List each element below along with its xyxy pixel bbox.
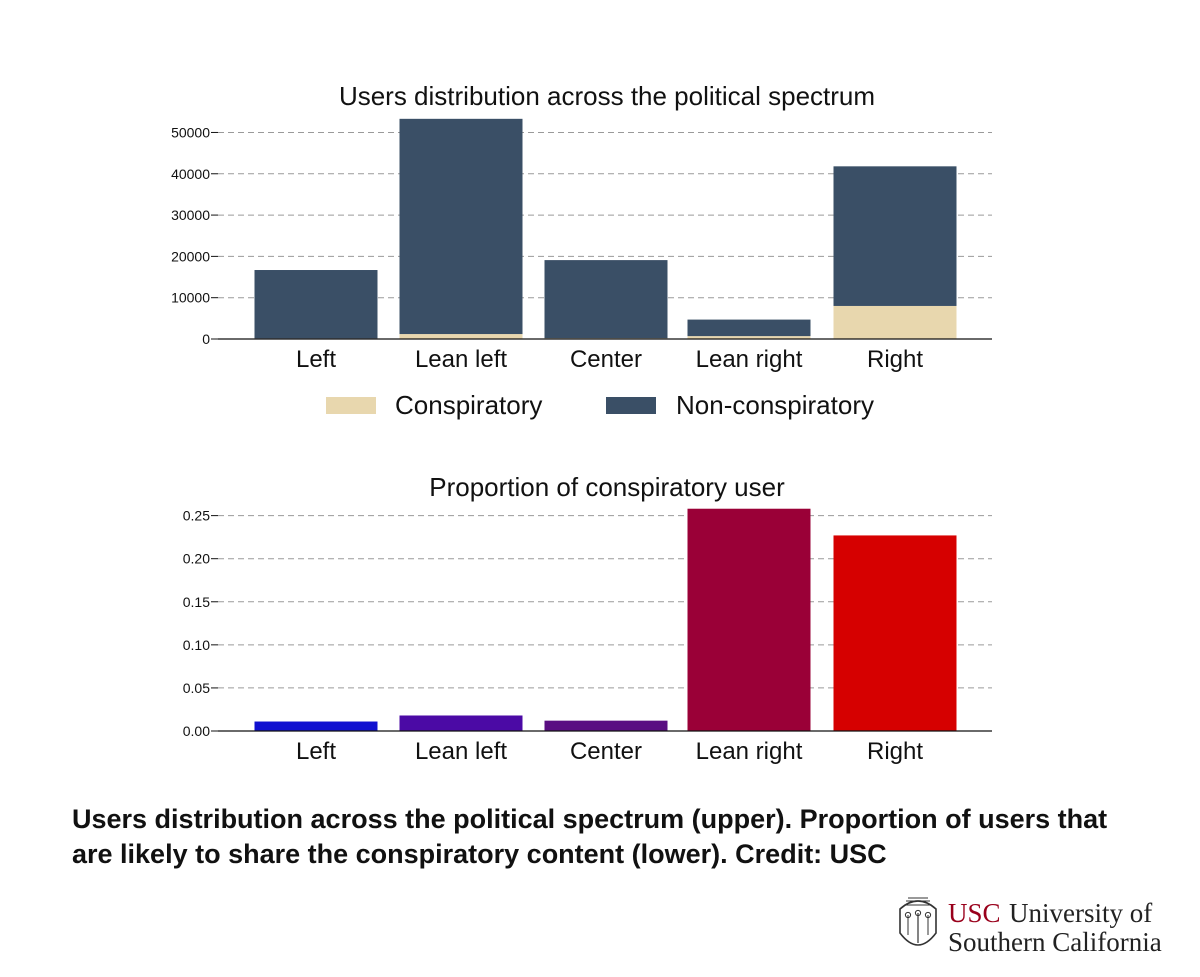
logo-line-2: Southern California <box>948 927 1162 957</box>
lower-bar-right <box>833 535 957 731</box>
upper-bar-lean-right-conspiratory <box>687 336 811 339</box>
upper-bar-right-conspiratory <box>833 305 957 339</box>
upper-y-tick-label: 20000 <box>171 248 210 264</box>
legend-swatch-conspiratory <box>326 397 376 414</box>
lower-y-tick-label: 0.10 <box>183 637 210 653</box>
lower-y-tick-label: 0.20 <box>183 551 210 567</box>
figure-caption: Users distribution across the political … <box>72 804 1108 869</box>
lower-y-tick-label: 0.00 <box>183 723 210 739</box>
upper-y-tick-label: 40000 <box>171 166 210 182</box>
upper-y-tick-label: 10000 <box>171 290 210 306</box>
lower-bar-center <box>544 720 668 731</box>
upper-bar-left-non-conspiratory <box>254 270 378 339</box>
legend-swatch-non-conspiratory <box>606 397 656 414</box>
upper-bar-lean-left-non-conspiratory <box>399 118 523 335</box>
logo-line-1: University of <box>1009 898 1152 928</box>
lower-bar-lean-right <box>687 508 811 731</box>
lower-chart: Proportion of conspiratory user 0.00 0.05… <box>183 472 992 765</box>
legend-label-conspiratory: Conspiratory <box>395 390 542 420</box>
usc-seal-icon <box>899 897 937 946</box>
upper-x-tick-lean-left: Lean left <box>415 346 507 373</box>
lower-bars <box>254 508 957 731</box>
lower-y-tick-label: 0.15 <box>183 594 210 610</box>
legend: Conspiratory Non-conspiratory <box>326 390 874 420</box>
upper-y-tick-label: 50000 <box>171 124 210 140</box>
upper-chart: Users distribution across the political … <box>171 81 992 420</box>
usc-logo: USC University of Southern California <box>899 897 1162 957</box>
lower-chart-title: Proportion of conspiratory user <box>429 472 785 502</box>
upper-bar-center-non-conspiratory <box>544 260 668 339</box>
lower-bar-left <box>254 721 378 731</box>
upper-chart-title: Users distribution across the political … <box>339 81 875 111</box>
logo-usc-wordmark: USC <box>948 898 1001 928</box>
upper-bars <box>254 118 957 339</box>
upper-x-tick-lean-right: Lean right <box>696 346 803 373</box>
upper-x-tick-right: Right <box>867 346 923 373</box>
upper-y-tick-label: 0 <box>202 331 210 347</box>
lower-x-tick-left: Left <box>296 738 336 765</box>
lower-x-tick-right: Right <box>867 738 923 765</box>
figure-canvas: Users distribution across the political … <box>171 81 992 765</box>
upper-bar-lean-left-conspiratory <box>399 334 523 339</box>
lower-x-axis: Left Lean left Center Lean right Right <box>296 738 923 765</box>
upper-bar-lean-right-non-conspiratory <box>687 319 811 337</box>
legend-label-non-conspiratory: Non-conspiratory <box>676 390 874 420</box>
lower-y-tick-label: 0.25 <box>183 508 210 524</box>
lower-x-tick-lean-left: Lean left <box>415 738 507 765</box>
upper-x-axis: Left Lean left Center Lean right Right <box>296 346 923 373</box>
lower-y-tick-label: 0.05 <box>183 680 210 696</box>
lower-bar-lean-left <box>399 715 523 731</box>
upper-x-tick-center: Center <box>570 346 642 373</box>
upper-x-tick-left: Left <box>296 346 336 373</box>
upper-y-tick-label: 30000 <box>171 207 210 223</box>
upper-bar-right-non-conspiratory <box>833 166 957 306</box>
lower-x-tick-lean-right: Lean right <box>696 738 803 765</box>
lower-x-tick-center: Center <box>570 738 642 765</box>
upper-y-axis: 0 10000 20000 30000 40000 50000 <box>171 124 218 347</box>
lower-y-axis: 0.00 0.05 0.10 0.15 0.20 0.25 <box>183 508 218 739</box>
